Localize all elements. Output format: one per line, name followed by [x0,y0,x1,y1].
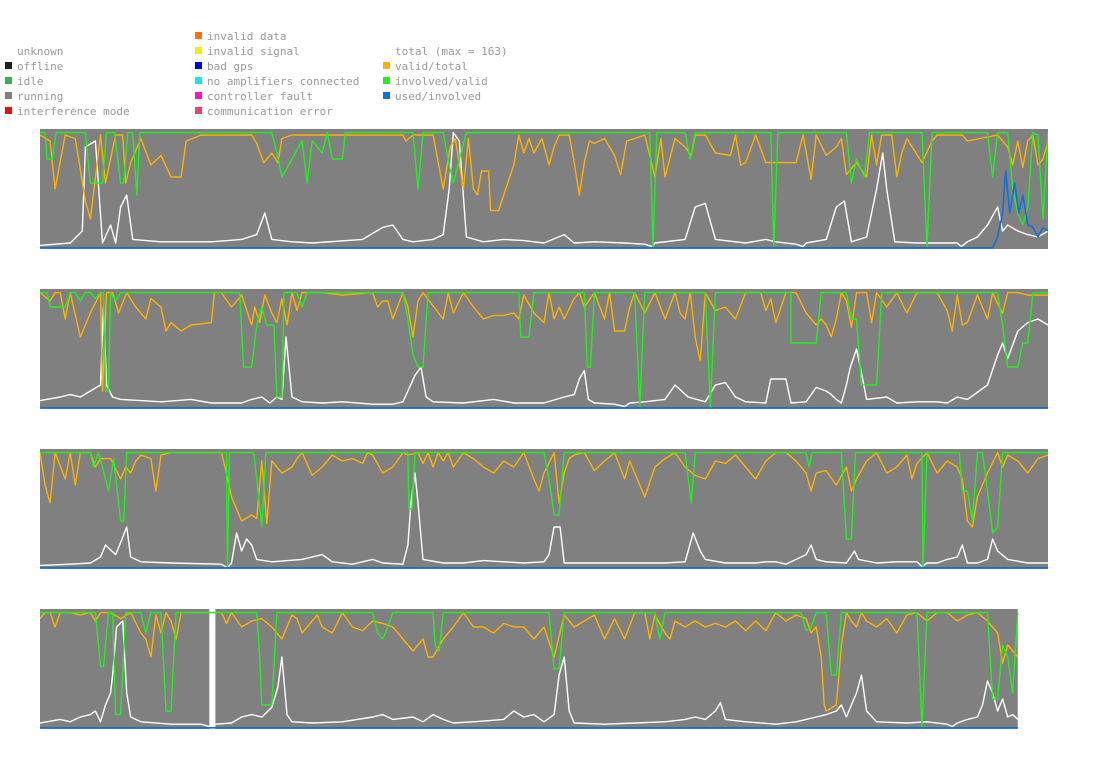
series-involved-valid-line [40,131,1048,248]
legend-label: invalid data [207,30,287,43]
legend-label: used/involved [395,90,482,103]
legend-label: offline [17,60,64,73]
legend-label: no amplifiers connected [207,75,360,88]
legend-label: unknown [17,45,64,58]
legend-swatch [5,92,12,99]
series-valid-total-line [40,291,1048,392]
series-total-line [40,620,1019,728]
status-running-band [40,449,1048,569]
legend-swatch [5,107,12,114]
status-unknown-gap [209,609,216,729]
legend-swatch [195,92,202,99]
legend-swatch [195,77,202,84]
panel-svg [40,289,1048,409]
legend-label: involved/valid [395,75,488,88]
legend-label: invalid signal [207,45,300,58]
series-total-line [40,131,1048,248]
legend-swatch [383,92,390,99]
legend-label: communication error [207,105,333,118]
legend-swatch [195,32,202,39]
series-valid-total-line [40,134,1048,220]
series-total-line [40,472,1048,569]
legend-label: running [17,90,64,103]
panel-svg [40,449,1048,569]
legend-label: bad gps [207,60,254,73]
chart-panel-1 [40,128,1048,250]
legend-swatch [195,107,202,114]
status-running-band [40,609,1018,729]
legend-label: total (max = 163) [395,45,508,58]
legend-swatch [5,77,12,84]
status-running-band [40,289,1048,409]
series-total-line [40,306,1048,408]
series-involved-valid-line [40,611,1019,728]
chart-panel-3 [40,448,1048,570]
legend-swatch [5,62,12,69]
series-involved-valid-line [40,291,1048,408]
chart-panel-4 [40,608,1048,730]
legend-swatch [5,47,12,54]
legend-swatch [383,47,390,54]
legend-swatch [195,47,202,54]
legend-label: controller fault [207,90,313,103]
legend-label: idle [17,75,44,88]
legend-swatch [195,62,202,69]
series-involved-valid-line [40,451,1048,568]
panel-svg [40,609,1019,729]
legend-swatch [383,62,390,69]
legend-label: valid/total [395,60,468,73]
legend-swatch [383,77,390,84]
series-used-involved-line [40,170,1048,249]
legend-label: interference mode [17,105,130,118]
panel-svg [40,129,1048,249]
chart-panel-2 [40,288,1048,410]
